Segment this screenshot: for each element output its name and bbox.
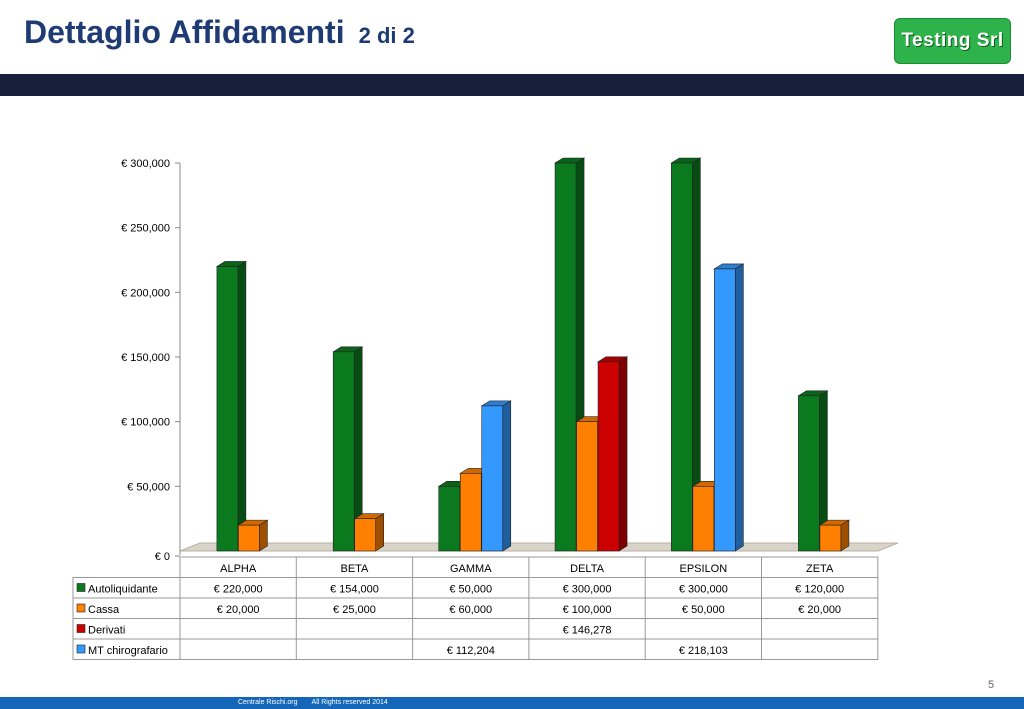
bar <box>714 268 736 552</box>
data-label: € 220,000 <box>214 584 263 596</box>
legend-swatch <box>76 644 86 654</box>
company-logo: Testing Srl <box>894 18 1011 64</box>
logo-text: Testing Srl <box>901 30 1004 51</box>
x-category-label: BETA <box>340 563 369 575</box>
bar <box>332 351 355 552</box>
data-label: € 300,000 <box>679 584 728 596</box>
bar <box>216 266 239 552</box>
legend-swatch <box>76 603 86 613</box>
bar-side <box>840 519 850 552</box>
y-tick-label: € 200,000 <box>121 287 170 299</box>
bar <box>459 473 482 552</box>
legend-swatch <box>76 583 86 592</box>
x-category-label: ZETA <box>806 563 834 575</box>
bar-side <box>735 263 744 552</box>
data-label: € 120,000 <box>795 584 844 596</box>
bar <box>671 162 693 552</box>
data-label: € 154,000 <box>330 584 379 596</box>
bar-side <box>259 519 268 552</box>
x-category-label: GAMMA <box>450 563 492 575</box>
bar <box>819 524 842 552</box>
y-tick-label: € 0 <box>155 551 170 563</box>
y-tick-label: € 50,000 <box>127 481 170 493</box>
data-label: € 112,204 <box>447 645 495 657</box>
bar <box>798 395 820 552</box>
y-tick-label: € 150,000 <box>121 352 170 364</box>
legend-label: Cassa <box>88 604 120 616</box>
footer-text: Centrale Rischi.org All Rights reserved 2… <box>238 698 388 708</box>
bar <box>354 518 377 552</box>
bar-side <box>618 356 628 552</box>
legend-label: Autoliquidante <box>88 584 158 596</box>
page-number: 5 <box>988 679 995 691</box>
bar <box>554 162 577 552</box>
y-tick-label: € 100,000 <box>121 417 170 429</box>
bar <box>481 405 504 552</box>
y-tick-label: € 300,000 <box>121 158 170 170</box>
bar <box>438 486 461 552</box>
bar <box>576 421 598 552</box>
x-category-label: ALPHA <box>220 563 257 575</box>
header-bar <box>0 74 1024 96</box>
x-category-label: EPSILON <box>680 563 728 575</box>
bar <box>238 524 260 552</box>
bar <box>597 361 620 552</box>
bar <box>692 486 715 552</box>
footer-bar <box>0 697 1024 709</box>
data-label: € 300,000 <box>563 584 612 596</box>
page-title: Dettaglio Affidamenti 2 di 2 <box>24 12 415 56</box>
data-label: € 20,000 <box>798 604 841 616</box>
data-label: € 50,000 <box>682 604 725 616</box>
chart-floor <box>179 542 899 552</box>
data-label: € 20,000 <box>217 604 260 616</box>
bar-side <box>502 400 512 552</box>
data-label: € 60,000 <box>449 604 492 616</box>
legend-label: MT chirografario <box>88 645 168 657</box>
footer-right: All Rights reserved 2014 <box>311 699 388 706</box>
y-tick-label: € 250,000 <box>121 223 170 235</box>
data-label: € 100,000 <box>563 604 612 616</box>
footer-left: Centrale Rischi.org <box>238 699 298 706</box>
data-label: € 25,000 <box>333 604 376 616</box>
x-category-label: DELTA <box>570 563 604 575</box>
data-label: € 218,103 <box>679 645 728 657</box>
bar-side <box>237 260 247 552</box>
data-label: € 146,278 <box>563 625 612 637</box>
data-label: € 50,000 <box>449 584 492 596</box>
bar-side <box>375 513 385 552</box>
legend-swatch <box>76 624 86 633</box>
title-text: Dettaglio Affidamenti <box>24 14 345 50</box>
page-subtitle: 2 di 2 <box>358 23 415 48</box>
legend-label: Derivati <box>88 625 125 637</box>
